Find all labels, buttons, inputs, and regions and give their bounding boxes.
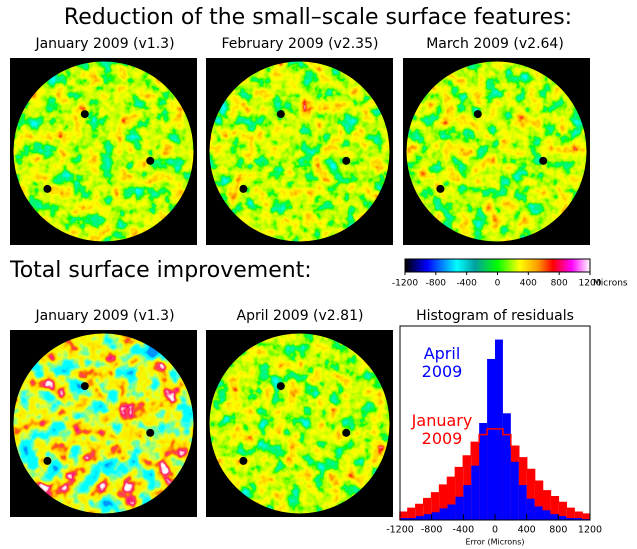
- hist-bar: [455, 496, 464, 520]
- hist-bar: [439, 508, 448, 520]
- hist-bar: [534, 506, 543, 520]
- hist-bar: [447, 477, 456, 520]
- map-spot: [80, 110, 89, 119]
- hist-bar: [526, 498, 535, 520]
- hist-bar: [526, 469, 535, 520]
- hist-bar: [415, 516, 424, 520]
- hist-bar: [423, 514, 432, 520]
- x-tick-label: 800: [549, 525, 567, 536]
- map-spot: [239, 184, 248, 193]
- x-tick-label: -1200: [386, 525, 414, 536]
- hist-bar: [558, 502, 567, 520]
- hist-bar: [400, 512, 408, 520]
- hist-bar: [510, 461, 519, 520]
- colorbar-tick-label: -1200: [392, 279, 418, 289]
- surface-map: [209, 61, 390, 242]
- map-spot: [146, 156, 155, 165]
- hist-bar: [582, 514, 590, 520]
- hist-bar: [566, 518, 575, 520]
- x-tick-label: -400: [453, 525, 475, 536]
- map-spot: [43, 456, 52, 465]
- hist-bar: [431, 512, 440, 520]
- hist-bar: [550, 496, 559, 520]
- title: Reduction of the small–scale surface fea…: [64, 5, 572, 30]
- x-tick-label: 400: [518, 525, 536, 536]
- surface-map: [13, 61, 194, 242]
- surface-map: [13, 333, 194, 514]
- surface-map: [209, 333, 390, 514]
- hist-bar: [439, 485, 448, 520]
- panel-label: January 2009 (v1.3): [34, 36, 174, 52]
- map-spot: [342, 156, 351, 165]
- colorbar-tick-label: 800: [551, 279, 568, 289]
- map-spot: [436, 184, 445, 193]
- colorbar-tick-label: 400: [520, 279, 537, 289]
- hist-bar: [423, 498, 432, 520]
- colorbar-tick-label: -800: [426, 279, 447, 289]
- map-spot: [146, 428, 155, 437]
- hist-bar: [415, 504, 424, 520]
- hist-bar: [566, 508, 575, 520]
- map-spot: [239, 456, 248, 465]
- colorbar: [404, 258, 591, 273]
- hist-outline: [399, 428, 590, 520]
- map-spot: [276, 382, 285, 391]
- hist-bar: [542, 490, 551, 520]
- chart-title: Histogram of residuals: [416, 308, 574, 324]
- x-tick-label: -800: [421, 525, 443, 536]
- panel-label: January 2009 (v1.3): [34, 308, 174, 324]
- section-title: Total surface improvement:: [9, 258, 312, 283]
- map-spot: [539, 156, 548, 165]
- series-label: January 2009: [411, 411, 473, 448]
- hist-bar: [431, 492, 440, 520]
- series-label: April 2009: [421, 344, 463, 381]
- map-spot: [43, 184, 52, 193]
- hist-bar: [534, 481, 543, 520]
- hist-bar: [447, 504, 456, 520]
- surface-map: [406, 61, 587, 242]
- colorbar-label: Microns: [593, 279, 628, 289]
- hist-bar: [518, 485, 527, 520]
- hist-bar: [574, 518, 583, 520]
- hist-bar: [471, 465, 480, 520]
- colorbar-tick-label: -400: [456, 279, 477, 289]
- hist-bar: [463, 485, 472, 520]
- x-axis-label: Error (Microns): [465, 538, 524, 547]
- panel-label: February 2009 (v2.35): [222, 36, 379, 52]
- hist-bar: [558, 516, 567, 520]
- map-spot: [342, 428, 351, 437]
- colorbar-tick-label: 1200: [579, 279, 602, 289]
- hist-bar: [479, 423, 488, 520]
- hist-bar: [407, 518, 416, 520]
- hist-bar: [574, 512, 583, 520]
- hist-bar: [550, 514, 559, 520]
- panel-label: March 2009 (v2.64): [426, 36, 564, 52]
- hist-bar: [455, 467, 464, 520]
- hist-bar: [400, 518, 408, 520]
- map-spot: [473, 110, 482, 119]
- panel-label: April 2009 (v2.81): [237, 308, 364, 324]
- hist-bar: [495, 339, 503, 520]
- hist-bar: [502, 413, 511, 520]
- hist-bar: [407, 508, 416, 520]
- x-tick-label: 0: [492, 525, 498, 536]
- map-spot: [276, 110, 285, 119]
- hist-bar: [542, 510, 551, 520]
- colorbar-tick-label: 0: [495, 279, 501, 289]
- x-tick-label: 1200: [578, 525, 602, 536]
- map-spot: [80, 382, 89, 391]
- hist-bar: [487, 358, 495, 520]
